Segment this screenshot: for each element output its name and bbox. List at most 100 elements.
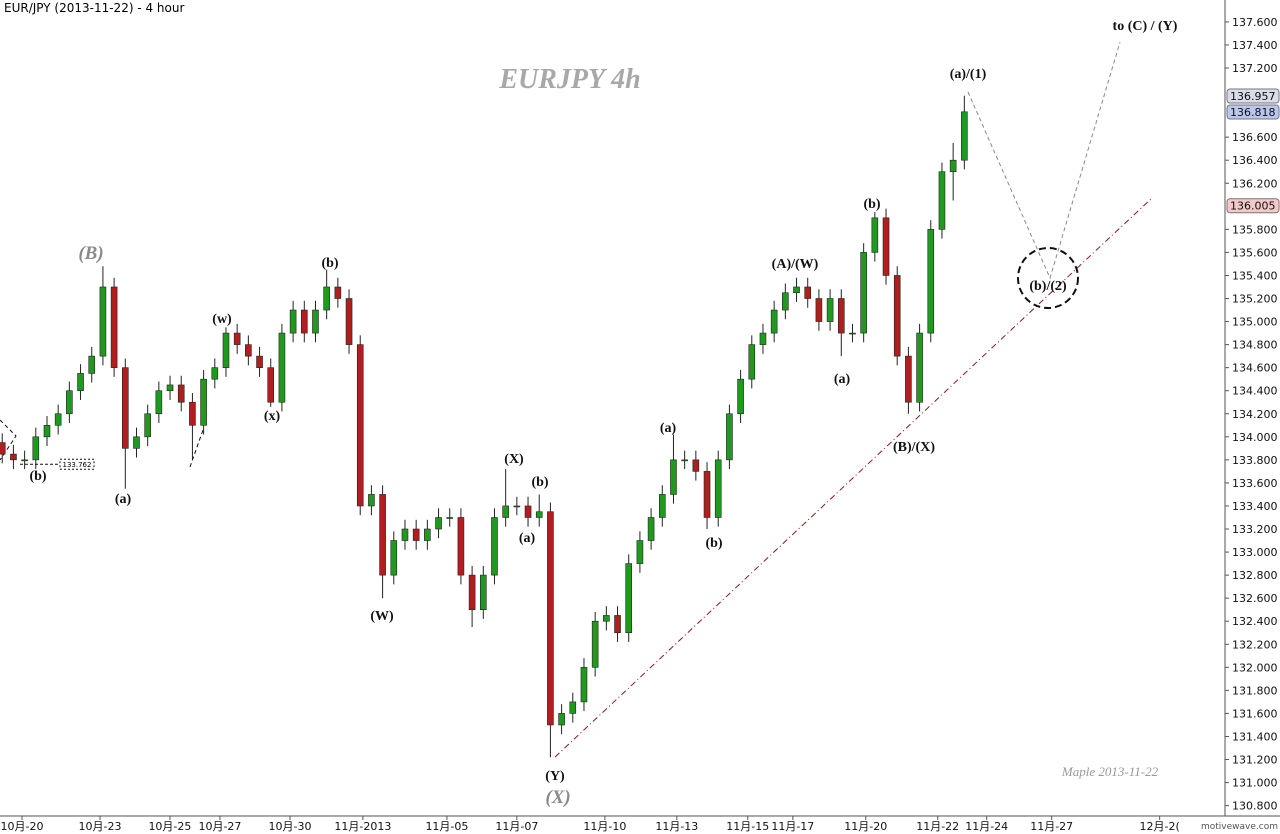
y-tick-label: 133.800 [1232,454,1278,467]
y-tick-label: 134.200 [1232,408,1278,421]
candle-body [121,367,129,449]
wave-label: (a)/(1) [950,67,987,82]
y-tick-label: 132.000 [1232,661,1278,674]
y-tick-label: 131.600 [1232,707,1278,720]
candle-body [826,298,834,322]
y-tick-label: 136.400 [1232,154,1278,167]
candle-body [245,344,252,357]
trend-line [554,197,1153,758]
y-tick-label: 133.400 [1232,500,1278,513]
candle-body [424,528,431,541]
candle-body [99,286,107,357]
candle-body [211,367,219,380]
candle-body [401,528,409,541]
candle-body [882,217,890,276]
target-circle [1017,247,1079,309]
y-tick-label: 131.400 [1232,730,1278,743]
candle-body [312,309,319,334]
candle-body [289,309,297,334]
candle-body [770,309,778,334]
candle-body [625,563,633,634]
candle-body [66,390,73,415]
candle-body [905,355,912,403]
candle-body [636,540,644,564]
y-tick-label: 131.800 [1232,684,1278,697]
wave-label: (b)/(2) [1029,279,1067,294]
price-tag [1226,88,1280,104]
candle-body [535,511,543,518]
y-tick-label: 135.600 [1232,246,1278,259]
x-tick-label: 11月-15 [726,820,769,833]
candle-body [558,713,565,726]
candle-body [692,459,700,472]
candle-body [703,471,711,518]
candle-body [32,436,40,461]
y-tick-label: 135.400 [1232,269,1278,282]
candle-body [155,390,163,415]
candle-body [166,384,174,392]
candle-body [513,505,521,508]
y-tick-label: 137.400 [1232,39,1278,52]
candle-body [457,517,465,576]
candle-body [479,574,487,610]
x-tick-label: 10月-30 [268,820,311,833]
x-tick-label: 11月-17 [771,820,814,833]
candle-body [927,229,935,334]
price-tag-label: 136.957 [1230,90,1276,103]
y-tick-label: 135.200 [1232,293,1278,306]
candle-body [860,252,867,334]
candle-body [849,332,856,335]
watermark: EURJPY 4h [498,64,640,95]
signature: Maple 2013-11-22 [1061,764,1159,779]
candle-body [938,171,946,230]
wave-label: (b) [863,197,880,212]
y-tick-label: 134.400 [1232,385,1278,398]
y-tick-label: 133.000 [1232,546,1278,559]
wave-label: (X) [545,787,570,808]
candle-body [681,459,688,462]
candle-body [446,517,454,519]
price-tag-label: 136.818 [1230,106,1276,119]
candle-body [547,511,554,726]
y-tick-label: 131.200 [1232,754,1278,767]
y-tick-label: 135.000 [1232,316,1278,329]
candle-body [233,332,241,345]
y-tick-label: 133.600 [1232,477,1278,490]
y-tick-label: 134.000 [1232,431,1278,444]
candle-body [77,373,84,392]
y-tick-label: 130.800 [1232,800,1278,813]
candle-body [189,401,196,426]
x-tick-label: 11月-10 [583,820,626,833]
y-tick-label: 132.400 [1232,615,1278,628]
y-tick-label: 136.200 [1232,177,1278,190]
candle-body [569,701,577,714]
wave-label: (a) [115,492,132,507]
y-tick-label: 132.600 [1232,592,1278,605]
candle-body [88,355,96,374]
x-tick-label: 11月-20 [844,820,887,833]
level-label: 133.762 [63,461,92,469]
y-tick-label: 134.600 [1232,362,1278,375]
candle-body [468,574,476,610]
candle-body [647,517,655,541]
candle-body [10,453,17,461]
candle-body [256,355,263,368]
candle-body [748,344,756,380]
candle-body [345,298,353,345]
candle-body [670,459,677,495]
x-tick-label: 10月-25 [148,820,191,833]
candle-body [815,298,823,322]
y-tick-label: 131.000 [1232,777,1278,790]
wave-label: (A)/(W) [772,257,819,272]
x-tick-label: 11月-22 [916,820,959,833]
x-tick-label: 11月-24 [965,820,1008,833]
x-tick-label: 11月-27 [1030,820,1073,833]
x-tick-label: 11月-05 [425,820,468,833]
candle-body [334,286,342,299]
y-tick-label: 133.200 [1232,523,1278,536]
candle-body [0,442,6,455]
wave-label: to (C) / (Y) [1113,19,1178,34]
candle-body [737,378,744,415]
